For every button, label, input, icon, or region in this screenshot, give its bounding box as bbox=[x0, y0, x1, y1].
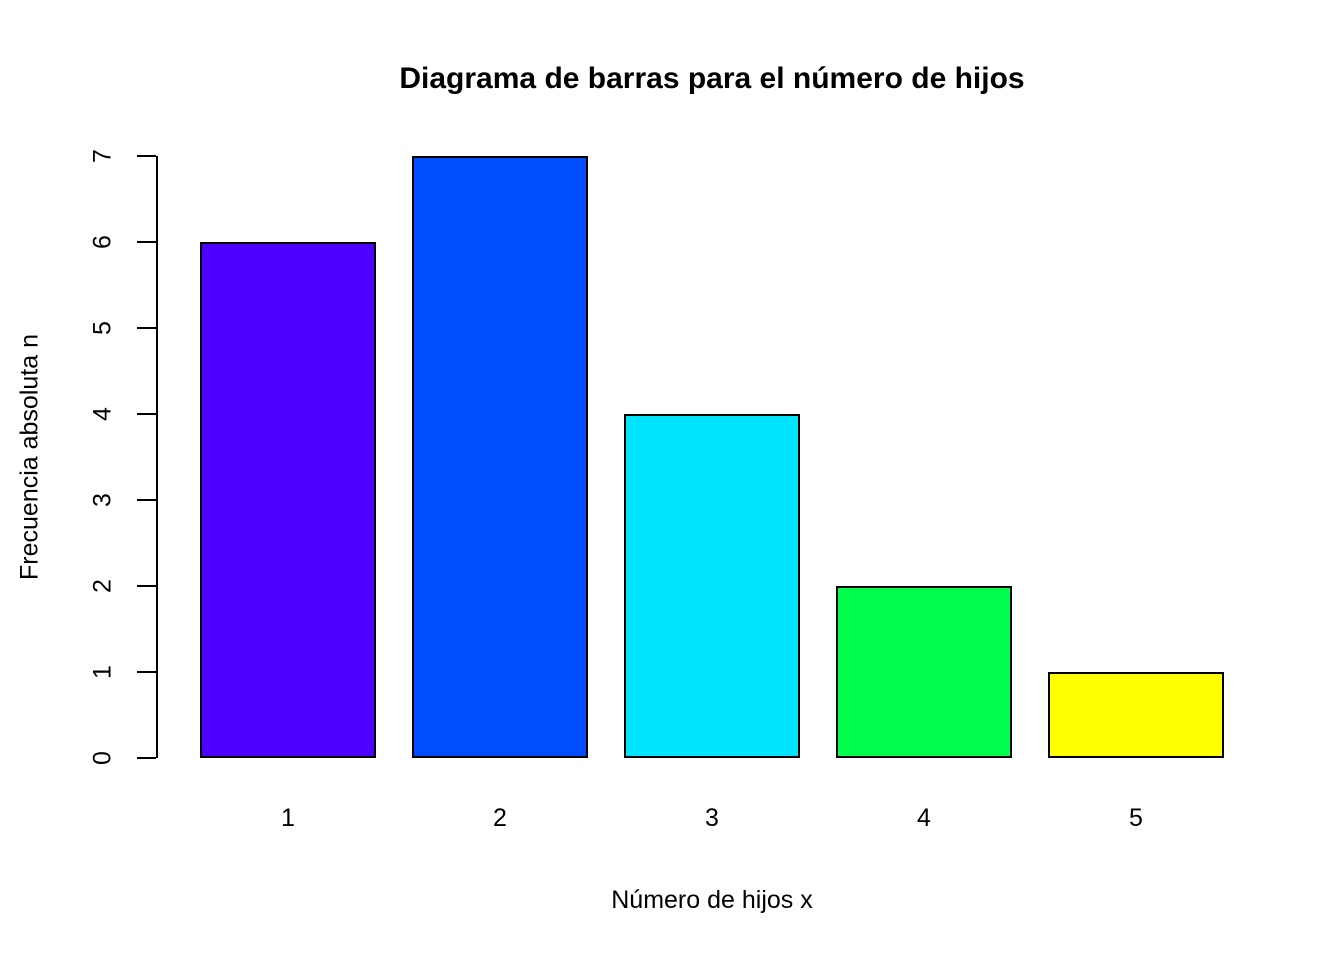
y-axis-tick-label-text: 7 bbox=[88, 149, 117, 163]
bar-5 bbox=[1048, 672, 1224, 758]
bar-1 bbox=[200, 242, 376, 758]
x-axis-tick-label-3: 3 bbox=[705, 804, 719, 832]
y-axis-tick-4 bbox=[137, 413, 156, 415]
y-axis-tick-6 bbox=[137, 241, 156, 243]
y-axis-tick-1 bbox=[137, 671, 156, 673]
plot-area: 0 1 2 3 4 5 6 7 1 2 3 4 5 bbox=[89, 149, 1248, 832]
x-axis-title: Número de hijos x bbox=[611, 886, 813, 914]
x-axis-tick-label-1: 1 bbox=[281, 804, 295, 832]
x-axis-tick-label-4: 4 bbox=[917, 804, 931, 832]
y-axis-tick-3 bbox=[137, 499, 156, 501]
y-axis-tick-2 bbox=[137, 585, 156, 587]
y-axis-tick-label-text: 4 bbox=[88, 407, 117, 421]
y-axis-tick-label-text: 5 bbox=[88, 321, 117, 335]
y-axis-tick-label-text: 3 bbox=[88, 493, 117, 507]
x-axis-tick-label-2: 2 bbox=[493, 804, 507, 832]
bar-3 bbox=[624, 414, 800, 758]
y-axis-tick-label-text: 0 bbox=[88, 751, 117, 765]
bar-4 bbox=[836, 586, 1012, 758]
y-axis-title-text: Frecuencia absoluta n bbox=[15, 334, 44, 580]
bar-2 bbox=[412, 156, 588, 758]
y-axis-tick-5 bbox=[137, 327, 156, 329]
chart-title: Diagrama de barras para el número de hij… bbox=[399, 62, 1025, 95]
y-axis-tick-7 bbox=[137, 155, 156, 157]
y-axis-tick-label-text: 2 bbox=[88, 579, 117, 593]
y-axis-tick-label-text: 6 bbox=[88, 235, 117, 249]
y-axis-tick-0 bbox=[137, 757, 156, 759]
y-axis-tick-label-text: 1 bbox=[88, 665, 117, 679]
x-axis-tick-label-5: 5 bbox=[1129, 804, 1143, 832]
